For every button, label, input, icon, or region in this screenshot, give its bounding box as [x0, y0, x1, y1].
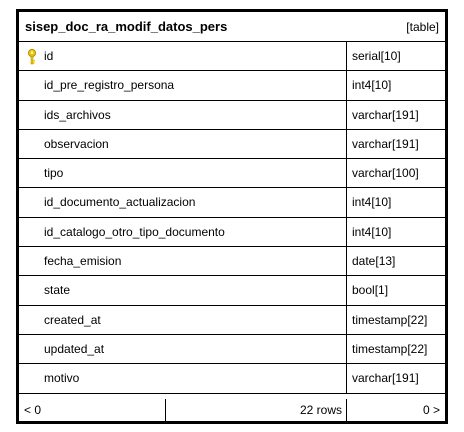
- column-row-state[interactable]: state bool[1]: [19, 276, 445, 306]
- column-type: varchar[191]: [352, 371, 419, 386]
- column-type: timestamp[22]: [352, 341, 428, 356]
- column-type: int4[10]: [352, 195, 392, 210]
- column-name-cell: id_documento_actualizacion: [19, 188, 347, 217]
- column-type: varchar[191]: [352, 136, 419, 151]
- column-row-id-catalogo-otro-tipo-documento[interactable]: id_catalogo_otro_tipo_documento int4[10]: [19, 217, 445, 248]
- column-name: id: [44, 49, 54, 63]
- column-row-id-pre-registro-persona[interactable]: id_pre_registro_persona int4[10]: [19, 71, 445, 101]
- column-name: id_documento_actualizacion: [44, 195, 196, 210]
- column-row-observacion[interactable]: observacion varchar[191]: [19, 129, 445, 160]
- column-name: fecha_emision: [44, 254, 122, 269]
- column-type: bool[1]: [352, 283, 389, 298]
- row-count: 22 rows: [166, 399, 347, 421]
- table-footer: < 0 22 rows 0 >: [19, 399, 445, 421]
- column-name-cell: updated_at: [19, 334, 347, 364]
- column-row-id[interactable]: id serial[10]: [19, 42, 445, 72]
- column-name: updated_at: [44, 341, 105, 356]
- column-row-ids-archivos[interactable]: ids_archivos varchar[191]: [19, 100, 445, 130]
- table-kind-label: [table]: [406, 20, 439, 34]
- column-name: state: [44, 283, 71, 298]
- column-name: created_at: [44, 312, 101, 327]
- prev-page-label: < 0: [24, 403, 42, 417]
- column-row-id-documento-actualizacion[interactable]: id_documento_actualizacion int4[10]: [19, 188, 445, 218]
- column-name: id_pre_registro_persona: [44, 78, 175, 93]
- column-type: int4[10]: [352, 224, 392, 239]
- table-header: sisep_doc_ra_modif_datos_pers [table]: [19, 12, 445, 42]
- column-name-cell: state: [19, 276, 347, 305]
- column-name-cell: observacion: [19, 129, 347, 159]
- column-name-cell: id_catalogo_otro_tipo_documento: [19, 217, 347, 247]
- column-name: observacion: [44, 136, 109, 151]
- column-row-updated-at[interactable]: updated_at timestamp[22]: [19, 334, 445, 365]
- column-type: varchar[100]: [352, 166, 419, 181]
- next-page-button[interactable]: 0 >: [347, 399, 445, 421]
- column-row-fecha-emision[interactable]: fecha_emision date[13]: [19, 247, 445, 277]
- next-page-label: 0 >: [422, 403, 440, 417]
- column-type: timestamp[22]: [352, 312, 428, 327]
- row-count-label: 22 rows: [299, 403, 342, 417]
- column-name-cell: tipo: [19, 159, 347, 188]
- column-row-motivo[interactable]: motivo varchar[191]: [19, 364, 445, 394]
- column-name: motivo: [44, 371, 80, 386]
- column-name-cell: ids_archivos: [19, 100, 347, 129]
- column-type: date[13]: [352, 254, 396, 269]
- column-name-cell: id: [19, 42, 347, 71]
- column-type: int4[10]: [352, 78, 392, 93]
- prev-page-button[interactable]: < 0: [19, 399, 166, 421]
- column-name: tipo: [44, 166, 64, 181]
- table-box: sisep_doc_ra_modif_datos_pers [table] id…: [16, 9, 448, 424]
- column-row-created-at[interactable]: created_at timestamp[22]: [19, 305, 445, 335]
- column-type: varchar[191]: [352, 107, 419, 122]
- key-icon: [28, 49, 36, 65]
- column-name: id_catalogo_otro_tipo_documento: [44, 224, 225, 239]
- column-list: id serial[10] id_pre_registro_persona in…: [19, 42, 445, 394]
- column-row-tipo[interactable]: tipo varchar[100]: [19, 159, 445, 189]
- column-name-cell: fecha_emision: [19, 247, 347, 276]
- table-name: sisep_doc_ra_modif_datos_pers: [25, 19, 228, 34]
- column-name-cell: created_at: [19, 305, 347, 334]
- column-name-cell: motivo: [19, 364, 347, 393]
- column-type: serial[10]: [352, 49, 401, 63]
- column-name-cell: id_pre_registro_persona: [19, 71, 347, 100]
- column-name: ids_archivos: [44, 107, 111, 122]
